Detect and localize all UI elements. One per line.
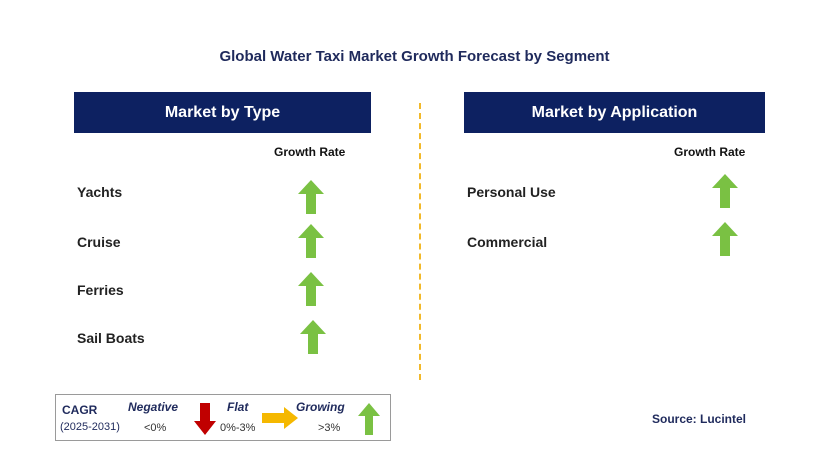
type-growth-rate-label: Growth Rate bbox=[274, 145, 346, 159]
growing-arrow-icon bbox=[300, 320, 326, 354]
green-up-arrow-icon bbox=[358, 403, 380, 435]
yellow-right-arrow-icon bbox=[262, 407, 298, 429]
panel-divider bbox=[419, 103, 421, 380]
growing-arrow-icon bbox=[298, 272, 324, 306]
growing-arrow-icon bbox=[298, 224, 324, 258]
type-row-label-sail-boats: Sail Boats bbox=[77, 330, 145, 346]
application-growth-rate-label: Growth Rate bbox=[674, 145, 746, 159]
market-by-type-header: Market by Type bbox=[74, 92, 371, 133]
legend-cagr-label: CAGR bbox=[62, 403, 98, 417]
diagram-title: Global Water Taxi Market Growth Forecast… bbox=[219, 48, 610, 65]
legend-flat-range: 0%-3% bbox=[220, 422, 256, 434]
type-row-label-cruise: Cruise bbox=[77, 234, 121, 250]
market-by-application-header: Market by Application bbox=[464, 92, 765, 133]
growing-arrow-icon bbox=[712, 222, 738, 256]
legend-negative-range: <0% bbox=[144, 422, 167, 434]
type-row-label-ferries: Ferries bbox=[77, 282, 124, 298]
application-row-label-personal-use: Personal Use bbox=[467, 184, 556, 200]
legend-growing-label: Growing bbox=[296, 400, 345, 414]
type-row-label-yachts: Yachts bbox=[77, 184, 123, 200]
growing-arrow-icon bbox=[712, 174, 738, 208]
application-row-label-commercial: Commercial bbox=[467, 234, 548, 250]
red-down-arrow-icon bbox=[194, 403, 216, 435]
growing-arrow-icon bbox=[298, 180, 324, 214]
legend-negative-label: Negative bbox=[128, 400, 179, 414]
legend-flat-label: Flat bbox=[227, 400, 249, 414]
cagr-legend: CAGR (2025-2031) Negative <0% Flat 0%-3%… bbox=[55, 394, 391, 441]
source-label: Source: Lucintel bbox=[652, 412, 747, 426]
legend-period: (2025-2031) bbox=[60, 421, 120, 433]
legend-growing-range: >3% bbox=[318, 422, 341, 434]
